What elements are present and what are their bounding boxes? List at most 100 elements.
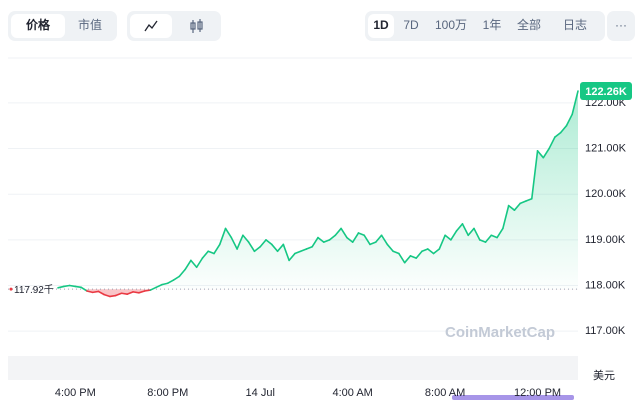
price-line <box>143 289 152 292</box>
price-line <box>201 250 210 259</box>
price-line <box>496 227 504 239</box>
price-line <box>322 239 331 243</box>
price-line <box>536 150 545 159</box>
price-line <box>351 232 360 243</box>
current-price-tag <box>580 82 632 101</box>
price-line <box>392 250 400 255</box>
price-line <box>109 294 117 298</box>
price-line <box>103 293 111 298</box>
price-line <box>265 239 273 246</box>
price-line <box>213 243 221 255</box>
y-tick-label: 120.00K <box>585 188 627 200</box>
price-line <box>259 239 267 248</box>
range-tab[interactable]: 日志 <box>563 18 587 32</box>
volume-band <box>8 356 578 380</box>
price-line <box>386 243 394 253</box>
price-line <box>530 150 539 200</box>
area-up <box>58 91 578 290</box>
price-line <box>363 234 371 246</box>
tab[interactable]: 市值 <box>78 17 102 32</box>
price-line <box>195 257 204 269</box>
more[interactable]: ··· <box>615 18 627 32</box>
price-line <box>450 229 458 241</box>
price-line <box>57 285 65 289</box>
price-line <box>97 290 106 296</box>
price-line <box>282 243 290 262</box>
price-line <box>432 248 441 255</box>
price-line <box>242 234 250 243</box>
price-line <box>161 282 169 286</box>
x-tick-label: 12:00 PM <box>514 387 561 399</box>
watermark: CoinMarketCap <box>445 324 555 341</box>
baseline-dot <box>9 287 13 291</box>
price-line <box>346 236 354 243</box>
price-line <box>461 223 470 237</box>
price-line <box>571 90 579 116</box>
price-line <box>317 236 325 243</box>
price-line <box>473 227 481 241</box>
price-line <box>426 248 435 255</box>
price-line <box>178 268 186 278</box>
x-tick-label: 8:00 PM <box>147 387 188 399</box>
unit: 美元 <box>593 369 615 382</box>
price-line <box>403 255 412 264</box>
price-line <box>490 234 498 239</box>
price-line <box>305 245 314 250</box>
price-line <box>86 290 94 294</box>
price-line <box>247 241 256 253</box>
price-line <box>484 234 493 243</box>
price-line <box>270 243 279 253</box>
price-line <box>74 285 82 289</box>
price-line <box>478 239 487 243</box>
range-tab[interactable]: 1年 <box>483 18 502 32</box>
range-selector[interactable] <box>452 395 574 400</box>
price-line <box>149 286 158 291</box>
price-line <box>559 124 568 134</box>
range-tab[interactable]: 100万 <box>435 18 467 32</box>
range-tab[interactable]: 1D <box>373 18 389 32</box>
tab[interactable]: 价格 <box>26 17 51 32</box>
price-line <box>184 259 192 271</box>
price-line <box>207 250 215 255</box>
price-line <box>519 200 527 205</box>
price-line <box>507 204 516 211</box>
price-line <box>166 279 175 285</box>
price-line <box>340 227 348 239</box>
price-line <box>172 275 181 281</box>
price-line <box>444 234 452 241</box>
price-line <box>155 283 163 289</box>
price-line <box>357 232 366 237</box>
price-line <box>398 252 406 264</box>
price-line <box>548 136 556 150</box>
price-line <box>380 234 389 246</box>
price-line <box>299 248 308 253</box>
price-line <box>421 248 429 253</box>
current-price-label: 122.26K <box>585 86 627 98</box>
range-switch <box>365 11 605 41</box>
y-tick-label: 117.00K <box>585 325 626 337</box>
price-line <box>138 290 146 294</box>
range-tab[interactable]: 全部 <box>517 17 541 32</box>
price-line <box>230 236 238 250</box>
active-range <box>368 14 394 38</box>
price-line <box>62 284 71 288</box>
more-button[interactable] <box>607 11 635 41</box>
candle-icon[interactable] <box>190 19 203 33</box>
price-line <box>288 252 296 262</box>
x-tick-label: 4:00 AM <box>332 387 372 399</box>
price-line <box>253 245 262 253</box>
baseline-label: 117.92千 <box>14 284 54 296</box>
price-line <box>294 250 302 255</box>
y-tick-label: 119.00K <box>585 234 626 246</box>
price-line <box>565 113 574 127</box>
price-line <box>374 234 383 243</box>
range-tab[interactable]: 7D <box>403 18 419 32</box>
price-line <box>276 243 285 253</box>
line-icon-button[interactable] <box>130 14 172 38</box>
line-icon <box>144 20 158 32</box>
price-line <box>80 286 88 292</box>
price-line <box>369 241 377 246</box>
price-line <box>126 291 134 295</box>
price-line <box>554 131 562 138</box>
